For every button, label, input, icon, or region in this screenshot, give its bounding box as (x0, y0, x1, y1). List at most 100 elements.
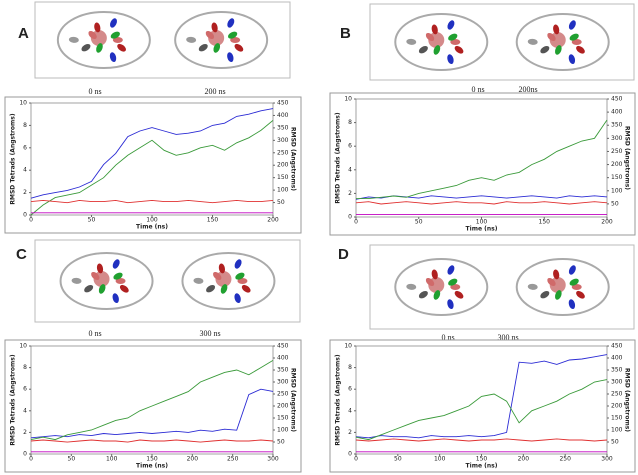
x-tick-label: 50 (415, 219, 423, 226)
y2-tick-label: 100 (277, 427, 289, 434)
base (96, 43, 103, 53)
snapshot-label: 0 ns (441, 333, 454, 342)
base (84, 285, 94, 293)
base (94, 22, 101, 33)
y-tick-label: 4 (23, 167, 27, 174)
y-tick-label: 4 (23, 407, 27, 414)
base (547, 32, 556, 42)
base (88, 30, 97, 40)
base (227, 52, 234, 63)
y-tick-label: 6 (23, 386, 27, 393)
snapshot-label: 0 ns (88, 87, 101, 96)
series-line (30, 199, 274, 204)
series-line (30, 120, 274, 216)
y2-axis-title: RMSD (Angstroms) (290, 127, 297, 191)
y-axis-title: RMSD Tetrads (Angstroms) (10, 113, 17, 204)
y2-tick-label: 300 (277, 137, 289, 144)
y2-tick-label: 250 (277, 149, 289, 156)
base (68, 36, 79, 43)
x-tick-label: 150 (476, 456, 488, 463)
x-tick-label: 150 (539, 219, 551, 226)
base (193, 277, 204, 284)
base (418, 291, 428, 299)
x-tick-label: 200 (267, 217, 279, 224)
y2-tick-label: 100 (611, 187, 623, 194)
base (212, 271, 222, 281)
x-tick-label: 300 (601, 456, 613, 463)
base (241, 284, 251, 293)
base (227, 31, 238, 39)
x-tick-label: 0 (29, 217, 33, 224)
panel-label: D (338, 246, 349, 263)
snapshot-label: 0 ns (471, 85, 484, 94)
x-axis-title: Time (ns) (136, 463, 168, 470)
x-tick-label: 100 (106, 456, 118, 463)
y-tick-label: 2 (23, 189, 27, 196)
y-tick-label: 10 (344, 96, 352, 103)
panel-label: C (16, 246, 27, 263)
ribbon (515, 13, 610, 71)
y-tick-label: 6 (348, 143, 352, 150)
base (96, 263, 104, 274)
x-tick-label: 100 (146, 217, 158, 224)
base (568, 265, 576, 275)
y2-tick-label: 250 (611, 148, 623, 155)
series-line (30, 360, 274, 441)
y2-tick-label: 200 (611, 161, 623, 168)
base (431, 269, 438, 280)
base (569, 33, 579, 41)
x-tick-label: 100 (434, 456, 446, 463)
series-line (355, 438, 608, 442)
series-line (30, 388, 274, 439)
base (555, 45, 562, 55)
y-tick-label: 0 (348, 451, 352, 458)
y2-tick-label: 300 (611, 379, 623, 386)
y2-tick-label: 200 (277, 403, 289, 410)
chart-frame (329, 339, 636, 473)
base (119, 284, 129, 293)
x-tick-label: 0 (354, 456, 358, 463)
base (447, 299, 454, 310)
series-line (30, 108, 274, 199)
base (431, 24, 438, 35)
base (418, 46, 428, 54)
base (448, 33, 458, 41)
y-tick-label: 10 (19, 343, 27, 350)
y-tick-label: 0 (23, 212, 27, 219)
base (198, 44, 208, 52)
snapshot-label: 200 ns (204, 87, 225, 96)
y2-tick-label: 300 (611, 135, 623, 142)
y2-tick-label: 400 (611, 355, 623, 362)
x-axis-title: Time (ns) (466, 226, 498, 233)
x-tick-label: 250 (227, 456, 239, 463)
base (447, 20, 455, 30)
base (433, 45, 441, 55)
y-tick-label: 0 (23, 451, 27, 458)
base (206, 285, 216, 293)
y2-tick-label: 400 (277, 355, 289, 362)
base (81, 44, 91, 52)
y2-tick-label: 50 (611, 439, 619, 446)
y-tick-label: 6 (348, 386, 352, 393)
y2-tick-label: 400 (277, 112, 289, 119)
y-tick-label: 2 (348, 190, 352, 197)
y2-tick-label: 150 (277, 415, 289, 422)
y2-tick-label: 50 (277, 199, 285, 206)
x-axis-title: Time (ns) (466, 463, 498, 470)
y-tick-label: 6 (23, 144, 27, 151)
base (576, 290, 585, 299)
base (110, 18, 117, 28)
y-tick-label: 2 (348, 429, 352, 436)
base (115, 278, 126, 284)
base (186, 36, 197, 43)
base (227, 18, 235, 28)
base (576, 45, 585, 54)
x-tick-label: 0 (354, 219, 358, 226)
base (117, 43, 127, 52)
y2-tick-label: 250 (611, 391, 623, 398)
series-line (355, 201, 608, 205)
base (213, 43, 221, 53)
y-axis-title: RMSD Tetrads (Angstroms) (335, 112, 342, 203)
x-tick-label: 150 (146, 456, 158, 463)
